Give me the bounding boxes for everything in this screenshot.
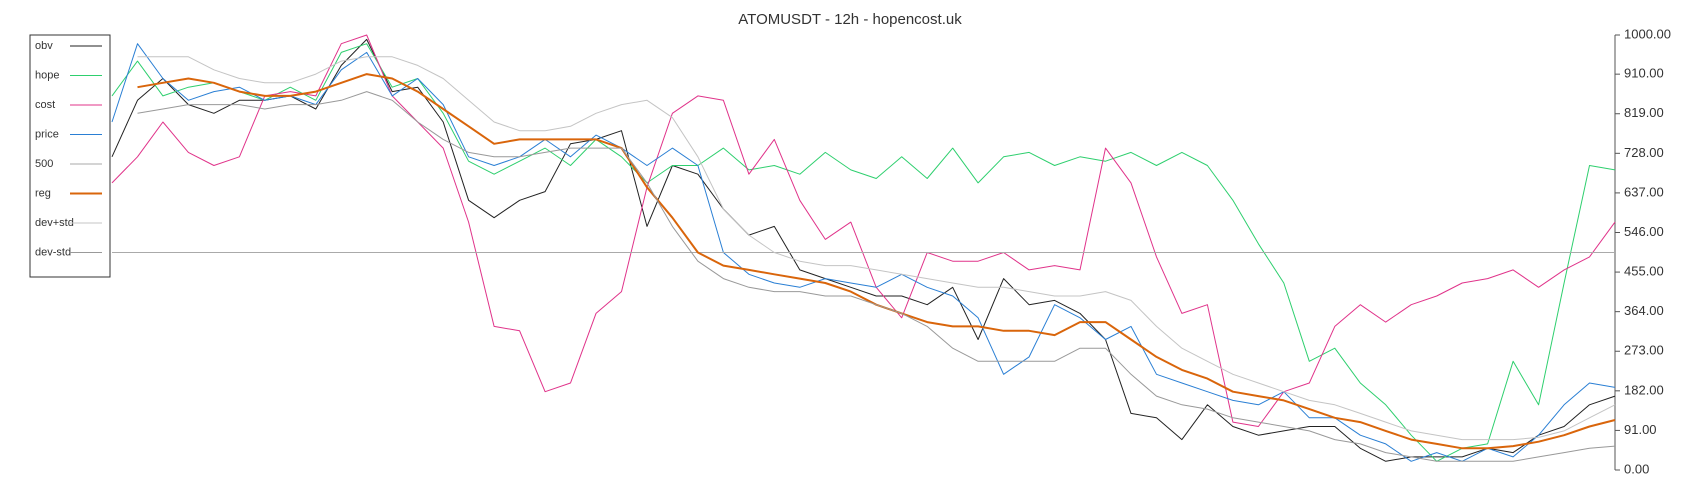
y-tick-label: 728.00 bbox=[1624, 145, 1664, 160]
series-line bbox=[137, 56, 1616, 441]
y-tick-label: 910.00 bbox=[1624, 66, 1664, 81]
series-line bbox=[137, 73, 1616, 450]
y-tick-label: 546.00 bbox=[1624, 224, 1664, 239]
y-tick-label: 1000.00 bbox=[1624, 26, 1671, 41]
y-tick-label: 91.00 bbox=[1624, 422, 1657, 437]
series-line bbox=[111, 38, 1616, 462]
legend-label: 500 bbox=[35, 158, 53, 170]
y-tick-label: 819.00 bbox=[1624, 105, 1664, 120]
legend-label: obv bbox=[35, 40, 53, 52]
series-line bbox=[111, 34, 1616, 427]
series-line bbox=[137, 91, 1616, 462]
y-tick-label: 364.00 bbox=[1624, 303, 1664, 318]
y-tick-label: 637.00 bbox=[1624, 184, 1664, 199]
legend-label: hope bbox=[35, 69, 59, 81]
y-tick-label: 0.00 bbox=[1624, 461, 1649, 476]
legend-label: reg bbox=[35, 187, 51, 199]
legend-label: dev-std bbox=[35, 246, 71, 258]
chart-title: ATOMUSDT - 12h - hopencost.uk bbox=[738, 11, 962, 28]
y-tick-label: 182.00 bbox=[1624, 382, 1664, 397]
legend-label: price bbox=[35, 128, 59, 140]
y-tick-label: 455.00 bbox=[1624, 264, 1664, 279]
y-tick-label: 273.00 bbox=[1624, 343, 1664, 358]
series-line bbox=[111, 43, 1616, 462]
series-line bbox=[111, 43, 1616, 462]
legend-label: cost bbox=[35, 99, 55, 111]
legend-label: dev+std bbox=[35, 217, 74, 229]
